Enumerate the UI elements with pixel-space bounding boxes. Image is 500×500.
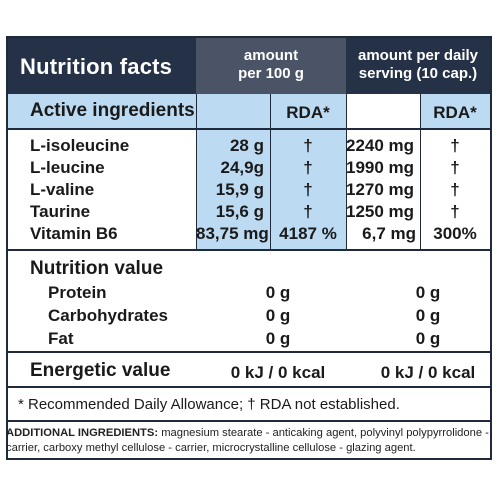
footnote: * Recommended Daily Allowance; † RDA not…: [18, 396, 400, 413]
active-header-shading: [8, 94, 196, 128]
table-title: Nutrition facts: [20, 54, 173, 79]
additional-ingredients-text: magnesium stearate - anticaking agent, p…: [6, 427, 489, 454]
energetic-value-label: Energetic value: [30, 360, 171, 381]
per-100g-header: amount per 100 g: [196, 38, 346, 94]
per-serving-header: amount per daily serving (10 cap.): [357, 47, 479, 82]
divider: [270, 94, 271, 249]
divider: [420, 94, 421, 249]
table-header: Nutrition facts amount per 100 g amount …: [8, 38, 490, 94]
rda-header-per100: RDA*: [286, 103, 330, 122]
rda-serving-header-shading: [420, 94, 490, 128]
divider: [8, 128, 490, 130]
rda-header-serving: RDA*: [433, 103, 477, 122]
energy-per100: 0 kJ / 0 kcal: [230, 363, 326, 382]
divider: [8, 386, 490, 388]
divider: [8, 351, 490, 353]
nutrition-table: Nutrition facts amount per 100 g amount …: [6, 36, 492, 460]
divider: [196, 94, 197, 249]
divider: [346, 94, 347, 249]
additional-ingredients: ADDITIONAL INGREDIENTS: magnesium steara…: [6, 426, 494, 456]
active-ingredients-title: Active ingredients: [30, 100, 195, 121]
divider: [8, 249, 490, 251]
energy-serving: 0 kJ / 0 kcal: [380, 363, 476, 382]
additional-ingredients-label: ADDITIONAL INGREDIENTS:: [6, 427, 159, 439]
per-100g-shading: [196, 94, 346, 249]
divider: [8, 420, 490, 422]
nutrition-value-title: Nutrition value: [30, 258, 164, 279]
